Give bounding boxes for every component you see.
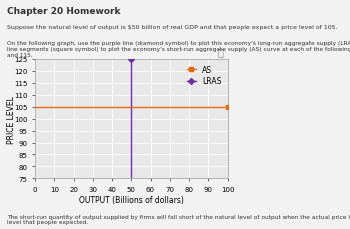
Text: The short-run quantity of output supplied by firms will fall short of the natura: The short-run quantity of output supplie…	[7, 213, 350, 224]
Text: Chapter 20 Homework: Chapter 20 Homework	[7, 7, 120, 16]
Text: ⓘ: ⓘ	[218, 47, 224, 57]
Legend: AS, LRAS: AS, LRAS	[184, 63, 224, 88]
X-axis label: OUTPUT (Billions of dollars): OUTPUT (Billions of dollars)	[79, 195, 184, 204]
Text: On the following graph, use the purple line (diamond symbol) to plot this econom: On the following graph, use the purple l…	[7, 41, 350, 58]
Y-axis label: PRICE LEVEL: PRICE LEVEL	[7, 95, 16, 143]
Text: Suppose the natural level of output is $50 billion of real GDP and that people e: Suppose the natural level of output is $…	[7, 25, 337, 30]
